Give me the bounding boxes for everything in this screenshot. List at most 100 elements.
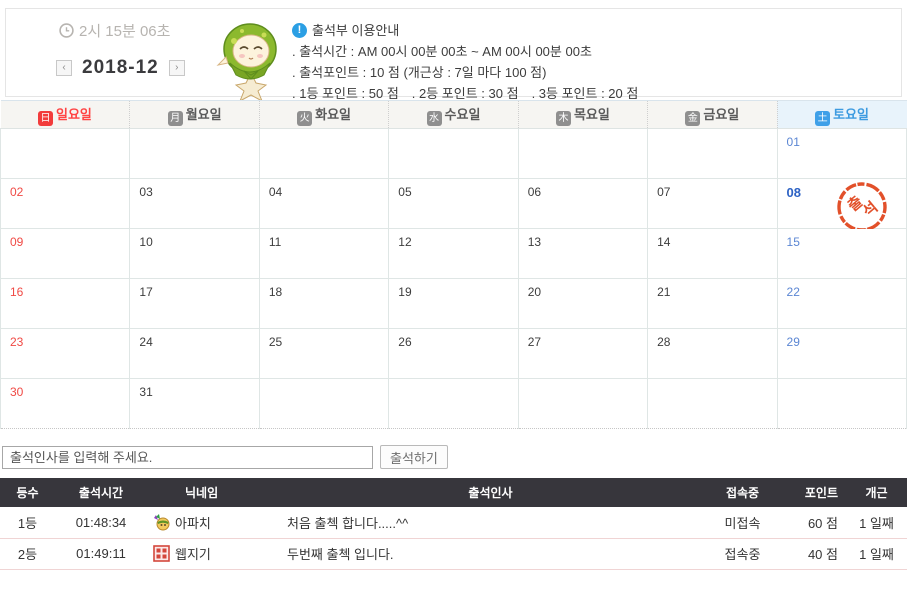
next-month-button[interactable]: › <box>168 60 185 76</box>
day-number: 30 <box>10 385 24 399</box>
record-column-header-1: 등수 <box>0 478 55 507</box>
check-in-bar: 출석하기 <box>2 445 448 469</box>
day-number: 24 <box>139 335 153 349</box>
nickname-label: 아파치 <box>175 515 211 531</box>
attendance-calendar: 日 일요일 月 월요일 火 화요일 水 수요일 木 목요일 金 금요일 土 토요일 01 02 03 04 05 0… <box>0 100 907 429</box>
points-cell: 60 점 <box>785 507 846 539</box>
greeting-cell: 처음 출첵 합니다.....^^ <box>281 507 700 539</box>
day-number: 04 <box>268 185 283 199</box>
prev-month-button[interactable]: ‹ <box>56 60 72 76</box>
calendar-day-cell-03: 03 <box>129 178 260 229</box>
server-time-label: 2시 15분 06초 <box>79 23 171 40</box>
day-number: 29 <box>786 335 800 349</box>
calendar-day-cell-09: 09 <box>0 228 131 279</box>
day-number: 23 <box>10 335 24 349</box>
day-number: 16 <box>10 285 24 299</box>
day-header-토요일: 土 토요일 <box>777 100 907 129</box>
connection-status-cell: 미접속 <box>700 507 785 539</box>
calendar-empty-cell <box>258 128 390 179</box>
record-column-header-2: 출석시간 <box>55 478 147 507</box>
day-number: 17 <box>139 285 153 299</box>
wednesday-icon: 水 <box>426 110 442 126</box>
calendar-day-cell-13: 13 <box>517 228 649 279</box>
day-number: 01 <box>786 135 800 149</box>
day-number: 31 <box>139 385 153 399</box>
calendar-day-cell-12: 12 <box>388 228 519 279</box>
day-number: 09 <box>10 235 24 249</box>
calendar-day-cell-04: 04 <box>258 178 390 229</box>
calendar-day-cell-10: 10 <box>129 228 260 279</box>
day-number: 05 <box>398 185 412 199</box>
day-number: 28 <box>657 335 671 349</box>
monday-icon: 月 <box>167 110 183 126</box>
calendar-day-cell-18: 18 <box>258 278 390 329</box>
streak-cell: 1 일째 <box>846 507 907 539</box>
nickname-with-avatar: 아파치 <box>153 513 281 532</box>
notice-text: . 3등 포인트 : 20 점 <box>531 86 639 101</box>
calendar-day-cell-17: 17 <box>129 278 260 329</box>
day-header-일요일: 日 일요일 <box>0 100 131 129</box>
calendar-week-row-5: 23 24 25 26 27 28 29 <box>0 328 907 379</box>
calendar-week-row-6: 30 31 <box>0 378 907 429</box>
current-month-label: 2018-12 <box>82 57 159 78</box>
calendar-empty-cell <box>388 378 519 429</box>
rank-cell: 2등 <box>0 538 55 570</box>
friday-icon: 金 <box>685 110 701 126</box>
points-cell: 40 점 <box>785 538 846 570</box>
notice-line-1: . 출석시간 : AM 00시 00분 00초 ~ AM 00시 00분 00초 <box>292 41 651 62</box>
usage-notice: ! 출석부 이용안내 . 출석시간 : AM 00시 00분 00초 ~ AM … <box>292 20 651 104</box>
notice-text: . 출석포인트 : 10 점 (개근상 : 7일 마다 100 점) <box>292 65 547 80</box>
day-number: 21 <box>657 285 671 299</box>
notice-text: . 출석시간 : AM 00시 00분 00초 ~ AM 00시 00분 00초 <box>292 44 592 59</box>
day-number: 03 <box>139 185 153 199</box>
greeting-input[interactable] <box>2 445 373 469</box>
notice-text: . 2등 포인트 : 30 점 <box>411 86 519 101</box>
calendar-day-cell-11: 11 <box>258 228 390 279</box>
day-header-목요일: 木 목요일 <box>518 100 649 129</box>
calendar-day-cell-20: 20 <box>517 278 649 329</box>
calendar-day-cell-02: 02 <box>0 178 131 229</box>
day-number: 22 <box>786 285 800 299</box>
calendar-day-cell-19: 19 <box>388 278 519 329</box>
red-seal-avatar <box>153 545 170 562</box>
day-number: 06 <box>527 185 542 199</box>
svg-text:출: 출 <box>844 192 866 215</box>
calendar-empty-cell <box>647 378 778 429</box>
notice-title: 출석부 이용안내 <box>312 23 400 38</box>
day-number: 02 <box>10 185 24 199</box>
attendance-record-table: 등수 출석시간 닉네임 출석인사 접속중 포인트 개근 1등 01:48:34 아파치 처음 출첵… <box>0 478 907 570</box>
calendar-week-row-2: 02 03 04 05 06 07 08 출 석 <box>0 178 907 232</box>
notice-title-row: ! 출석부 이용안내 <box>292 20 651 41</box>
record-column-header-4: 출석인사 <box>281 478 700 507</box>
calendar-day-cell-25: 25 <box>258 328 390 379</box>
calendar-day-cell-01: 01 <box>776 128 907 179</box>
day-header-label: 금요일 <box>703 106 740 122</box>
notice-line-3: . 1등 포인트 : 50 점 . 2등 포인트 : 30 점 . 3등 포인트 :… <box>292 83 651 104</box>
record-header-row: 등수 출석시간 닉네임 출석인사 접속중 포인트 개근 <box>0 478 907 507</box>
calendar-day-cell-14: 14 <box>647 228 778 279</box>
calendar-empty-cell <box>517 378 649 429</box>
calendar-empty-cell <box>258 378 390 429</box>
saturday-icon: 土 <box>815 110 831 126</box>
day-header-수요일: 水 수요일 <box>388 100 519 129</box>
calendar-day-cell-26: 26 <box>388 328 519 379</box>
day-number: 11 <box>268 235 282 249</box>
day-number: 08 <box>786 185 801 200</box>
server-time: 2시 15분 06초 <box>59 20 170 41</box>
calendar-empty-cell <box>647 128 778 179</box>
calendar-day-cell-27: 27 <box>517 328 649 379</box>
day-header-label: 수요일 <box>444 106 481 122</box>
info-icon: ! <box>292 23 307 38</box>
check-in-button[interactable]: 출석하기 <box>380 445 448 469</box>
day-number: 14 <box>657 235 671 249</box>
calendar-week-row-4: 16 17 18 19 20 21 22 <box>0 278 907 329</box>
calendar-empty-cell <box>129 128 260 179</box>
calendar-empty-cell <box>0 128 131 179</box>
green-hood-mascot-image <box>216 23 277 103</box>
notice-lines: . 출석시간 : AM 00시 00분 00초 ~ AM 00시 00분 00초… <box>292 41 651 104</box>
day-number: 25 <box>268 335 283 349</box>
check-in-time-cell: 01:49:11 <box>55 538 147 570</box>
record-column-header-5: 접속중 <box>700 478 785 507</box>
